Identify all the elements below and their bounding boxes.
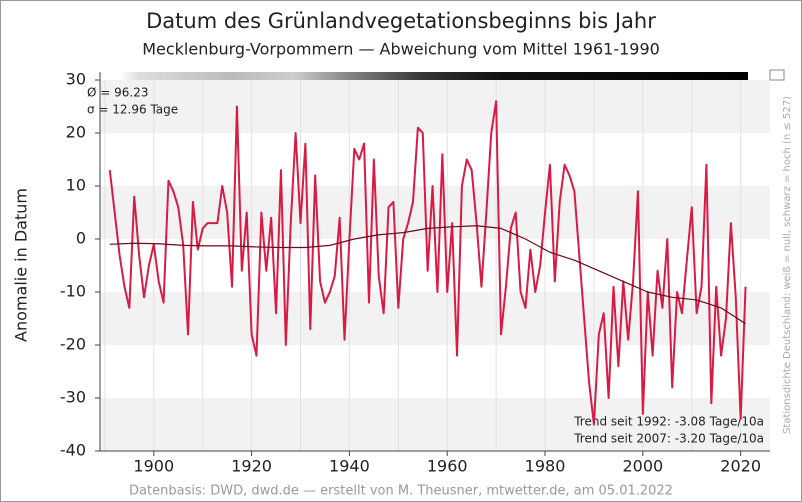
side-note: Stationsdichte Deutschland: weiß = null,… xyxy=(782,96,793,434)
x-tick-label: 1960 xyxy=(427,457,468,476)
annotation: Trend seit 2007: -3.20 Tage/10a xyxy=(573,432,764,446)
data-line xyxy=(108,100,747,426)
y-axis-label: Anomalie in Datum xyxy=(12,188,31,342)
footer: Datenbasis: DWD, dwd.de — erstellt von M… xyxy=(129,484,673,499)
chart-title: Datum des Grünlandvegetationsbeginns bis… xyxy=(146,9,656,33)
x-tick-label: 2020 xyxy=(720,457,761,476)
density-arrow-box xyxy=(769,69,785,81)
grid-band xyxy=(100,80,770,133)
x-tick-label: 1900 xyxy=(133,457,174,476)
y-tick-label: 0 xyxy=(76,229,86,248)
x-tick-label: 1940 xyxy=(329,457,370,476)
y-tick-label: 30 xyxy=(66,70,86,89)
y-tick-label: 10 xyxy=(66,176,86,195)
y-tick-label: -10 xyxy=(60,282,86,301)
grid-band xyxy=(100,398,770,451)
plot-background xyxy=(100,72,770,451)
y-tick-label: 20 xyxy=(66,123,86,142)
x-tick-label: 2000 xyxy=(622,457,663,476)
x-tick-label: 1920 xyxy=(231,457,272,476)
station-density-strip xyxy=(100,72,748,80)
y-tick-label: -20 xyxy=(60,335,86,354)
y-tick-label: -30 xyxy=(60,388,86,407)
grid-band xyxy=(100,292,770,345)
annotation: σ = 12.96 Tage xyxy=(87,103,178,117)
x-tick-label: 1980 xyxy=(525,457,566,476)
y-tick-label: -40 xyxy=(60,441,86,460)
annotation: Ø = 96.23 xyxy=(87,86,148,100)
chart-subtitle: Mecklenburg-Vorpommern — Abweichung vom … xyxy=(142,40,660,59)
annotation: Trend seit 1992: -3.08 Tage/10a xyxy=(573,415,764,429)
trend-line xyxy=(109,225,746,325)
